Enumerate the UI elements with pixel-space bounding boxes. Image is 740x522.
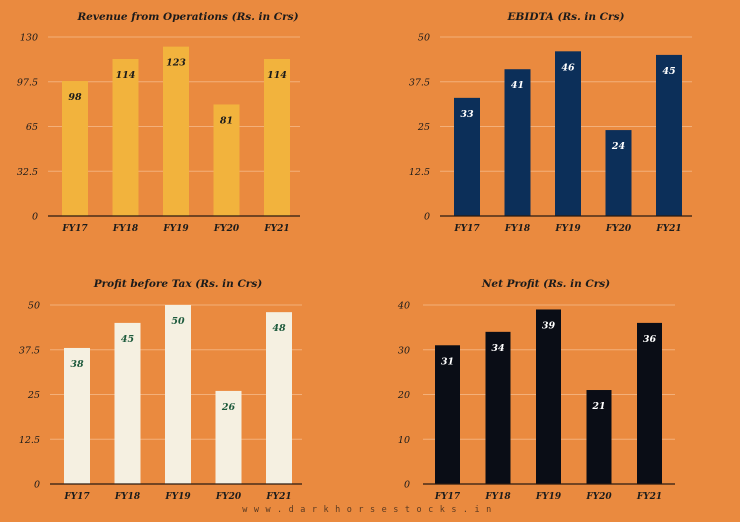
y-tick-label: 37.5 <box>409 77 430 88</box>
bar-fy21 <box>637 322 662 484</box>
y-tick-label: 50 <box>28 301 40 312</box>
chart-title: EBIDTA (Rs. in Crs) <box>507 11 625 23</box>
net-profit-chart-svg: Net Profit (Rs. in Crs) 0 10 20 30 40 31 FY17 34… <box>397 278 675 502</box>
x-tick-label: FY19 <box>554 224 581 234</box>
x-tick-label: FY21 <box>265 492 291 502</box>
bar-fy18 <box>114 322 141 484</box>
bar-fy17 <box>64 347 90 484</box>
x-tick-label: FY21 <box>263 224 289 234</box>
chart-net-profit: Net Profit (Rs. in Crs) 0 10 20 30 40 31 FY17 34… <box>370 265 740 505</box>
data-label: 31 <box>441 356 454 367</box>
x-tick-label: FY17 <box>63 492 90 502</box>
data-label: 21 <box>591 401 605 412</box>
x-tick-label: FY19 <box>162 224 189 234</box>
y-tick-label: 40 <box>397 301 410 312</box>
bar-fy19 <box>555 51 581 216</box>
y-tick-label: 12.5 <box>409 167 430 178</box>
bar-fy17 <box>454 97 480 216</box>
x-tick-label: FY18 <box>112 224 139 234</box>
data-label: 114 <box>116 70 136 81</box>
y-tick-label: 30 <box>398 345 410 356</box>
x-tick-label: FY21 <box>655 224 681 234</box>
bar-fy18 <box>112 59 139 217</box>
y-tick-label: 0 <box>34 480 40 491</box>
y-tick-label: 37.5 <box>19 345 40 356</box>
chart-title: Net Profit (Rs. in Crs) <box>481 278 610 290</box>
y-tick-label: 50 <box>418 33 430 44</box>
bar-fy19 <box>165 305 191 484</box>
y-tick-label: 0 <box>32 212 38 223</box>
data-label: 39 <box>542 320 556 331</box>
data-label: 48 <box>272 323 286 334</box>
data-label: 34 <box>491 343 504 354</box>
x-tick-label: FY18 <box>484 492 511 502</box>
website-footer: www.darkhorsestocks.in <box>242 505 498 515</box>
data-label: 33 <box>460 109 474 120</box>
x-tick-label: FY20 <box>585 492 612 502</box>
y-tick-label: 65 <box>26 122 38 133</box>
bar-fy20 <box>215 390 242 484</box>
bar-fy20 <box>605 130 632 216</box>
data-label: 45 <box>662 66 676 77</box>
data-label: 46 <box>561 62 575 73</box>
x-tick-label: FY19 <box>535 492 562 502</box>
chart-title: Profit before Tax (Rs. in Crs) <box>93 278 263 290</box>
data-label: 41 <box>511 80 524 91</box>
data-label: 26 <box>221 402 236 413</box>
chart-title: Revenue from Operations (Rs. in Crs) <box>76 11 298 23</box>
y-tick-label: 32.5 <box>17 167 38 178</box>
bar-fy21 <box>656 54 682 217</box>
y-tick-label: 130 <box>20 33 38 44</box>
x-tick-label: FY20 <box>605 224 632 234</box>
bar-fy21 <box>266 312 292 484</box>
bar-fy19 <box>163 46 189 217</box>
bar-fy20 <box>213 104 240 216</box>
bar-fy17 <box>62 81 88 216</box>
pbt-chart-svg: Profit before Tax (Rs. in Crs) 0 12.5 25 37.… <box>19 278 302 502</box>
data-label: 45 <box>121 334 135 345</box>
y-tick-label: 25 <box>27 390 40 401</box>
x-tick-label: FY20 <box>215 492 242 502</box>
bar-fy20 <box>586 390 612 484</box>
y-tick-label: 20 <box>397 390 410 401</box>
x-tick-label: FY21 <box>636 492 662 502</box>
data-label: 81 <box>220 115 233 126</box>
x-tick-label: FY17 <box>453 224 480 234</box>
x-tick-label: FY18 <box>114 492 141 502</box>
x-tick-label: FY20 <box>213 224 240 234</box>
y-tick-label: 12.5 <box>19 435 40 446</box>
bar-fy21 <box>264 59 290 217</box>
y-tick-label: 97.5 <box>17 77 38 88</box>
chart-profit-before-tax: Profit before Tax (Rs. in Crs) 0 12.5 25 37.… <box>0 265 370 505</box>
bar-fy18 <box>485 331 511 484</box>
data-label: 24 <box>611 141 625 152</box>
y-tick-label: 0 <box>424 212 430 223</box>
bar-fy19 <box>536 309 561 484</box>
bar-fy18 <box>504 69 531 216</box>
x-tick-label: FY18 <box>504 224 531 234</box>
revenue-chart-svg: Revenue from Operations (Rs. in Crs) 0 32.… <box>17 11 300 234</box>
data-label: 50 <box>171 316 185 327</box>
chart-revenue: Revenue from Operations (Rs. in Crs) 0 32.… <box>0 0 370 260</box>
y-tick-label: 25 <box>417 122 430 133</box>
data-label: 114 <box>267 70 287 81</box>
data-label: 98 <box>68 92 82 103</box>
chart-ebidta: EBIDTA (Rs. in Crs) 0 12.5 25 37.5 50 33 FY17 41… <box>370 0 740 260</box>
x-tick-label: FY19 <box>164 492 191 502</box>
data-label: 36 <box>643 334 657 345</box>
ebidta-chart-svg: EBIDTA (Rs. in Crs) 0 12.5 25 37.5 50 33 FY17 41… <box>409 11 692 234</box>
x-tick-label: FY17 <box>434 492 461 502</box>
data-label: 38 <box>70 359 84 370</box>
bar-fy17 <box>435 345 460 484</box>
x-tick-label: FY17 <box>61 224 88 234</box>
y-tick-label: 10 <box>398 435 410 446</box>
y-tick-label: 0 <box>404 480 410 491</box>
data-label: 123 <box>166 58 186 69</box>
